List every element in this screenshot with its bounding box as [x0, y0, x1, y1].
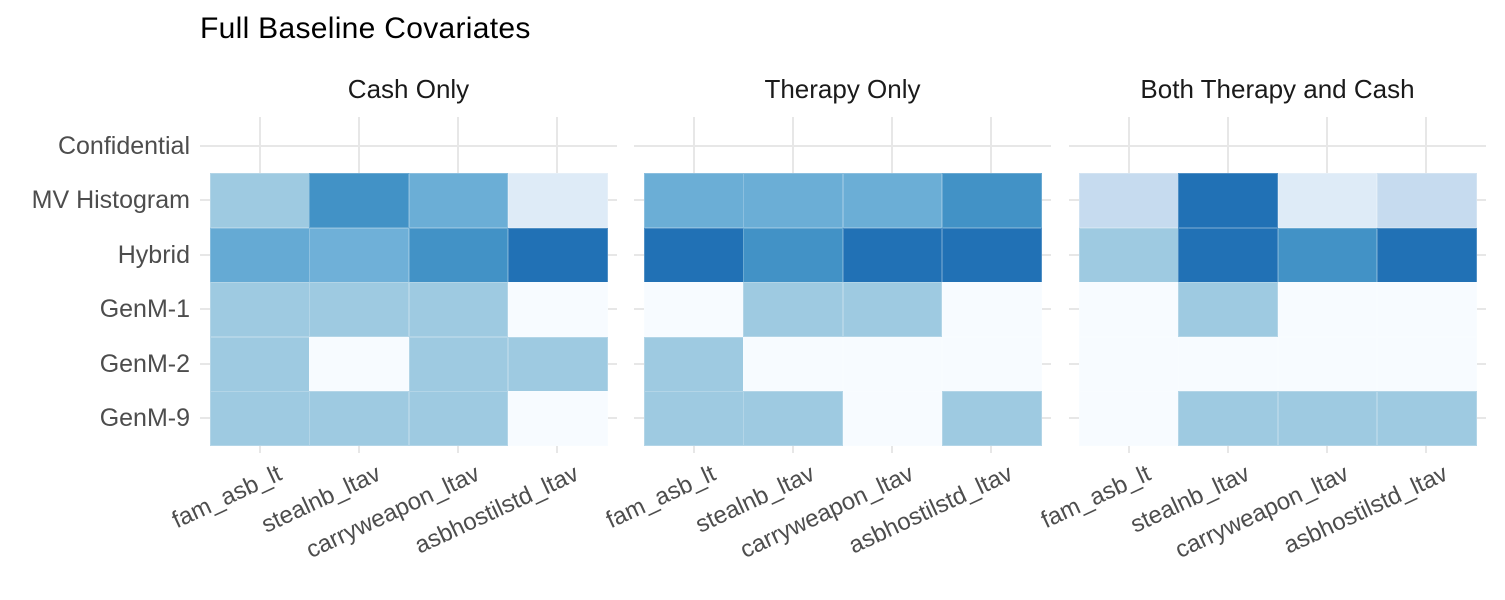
heatmap-cell [1079, 173, 1179, 228]
chart-title: Full Baseline Covariates [200, 12, 531, 45]
y-axis-label-hybrid: Hybrid [117, 240, 190, 269]
heatmap-cell [210, 173, 310, 228]
heatmap-cell [507, 227, 608, 283]
facet-panel-therapy-only [634, 117, 1051, 453]
facet-panel-both-therapy-and-cash [1069, 117, 1486, 453]
heatmap-cell [210, 227, 310, 283]
heatmap-cell [210, 391, 310, 446]
y-axis-label-genm-9: GenM-9 [99, 404, 190, 433]
heatmap-cell [842, 173, 943, 228]
heatmap-cell [1277, 282, 1378, 337]
heatmap-cell [1376, 282, 1477, 337]
heatmap-cell [941, 391, 1042, 446]
heatmap-cell [1376, 227, 1477, 283]
heatmap-cell [1277, 391, 1378, 446]
heatmap-cell [842, 336, 943, 392]
y-axis-label-mv-histogram: MV Histogram [31, 186, 190, 215]
heatmap-cell [1376, 391, 1477, 446]
heatmap-cell [408, 391, 509, 446]
heatmap-cell [644, 336, 744, 392]
heatmap-cell [507, 282, 608, 337]
heatmap-cell [743, 282, 843, 337]
gridline-horizontal [634, 144, 1051, 147]
heatmap-cell [1079, 391, 1179, 446]
heatmap-cell [1079, 336, 1179, 392]
heatmap-cell [1277, 173, 1378, 228]
heatmap-cell [1178, 227, 1278, 283]
heatmap-cell [1178, 391, 1278, 446]
heatmap-cell [309, 336, 409, 392]
heatmap-cell [743, 173, 843, 228]
heatmap-cell [941, 173, 1042, 228]
heatmap-cell [507, 391, 608, 446]
heatmap-cell [1376, 336, 1477, 392]
heatmap-cell [644, 282, 744, 337]
heatmap-cell [1178, 282, 1278, 337]
heatmap-cell [1178, 336, 1278, 392]
gridline-horizontal [1069, 144, 1486, 147]
heatmap-cell [941, 336, 1042, 392]
facet-title-cash-only: Cash Only [347, 74, 470, 104]
heatmap-cell [309, 282, 409, 337]
y-axis-label-genm-1: GenM-1 [99, 295, 190, 324]
heatmap-cell [941, 282, 1042, 337]
heatmap-cell [309, 173, 409, 228]
heatmap-cell [507, 173, 608, 228]
heatmap-cell [644, 173, 744, 228]
heatmap-cell [1079, 227, 1179, 283]
heatmap-cell [1079, 282, 1179, 337]
gridline-horizontal [200, 144, 617, 147]
facet-title-therapy-only: Therapy Only [764, 74, 921, 104]
heatmap-cell [1178, 173, 1278, 228]
facet-panel-cash-only [200, 117, 617, 453]
heatmap-cell [644, 391, 744, 446]
y-axis-label-genm-2: GenM-2 [99, 349, 190, 378]
heatmap-cell [842, 227, 943, 283]
heatmap-cell [408, 227, 509, 283]
heatmap-cell [1277, 336, 1378, 392]
heatmap-cell [309, 391, 409, 446]
heatmap-cell [743, 391, 843, 446]
heatmap-cell [309, 227, 409, 283]
heatmap-cell [210, 282, 310, 337]
heatmap-cell [210, 336, 310, 392]
heatmap-cell [507, 336, 608, 392]
heatmap-cell [408, 282, 509, 337]
heatmap-cell [644, 227, 744, 283]
facet-title-both-therapy-and-cash: Both Therapy and Cash [1140, 74, 1415, 104]
y-axis-label-confidential: Confidential [57, 131, 190, 160]
heatmap-cell [842, 282, 943, 337]
heatmap-cell [1277, 227, 1378, 283]
heatmap-cell [743, 227, 843, 283]
heatmap-cell [842, 391, 943, 446]
heatmap-cell [408, 336, 509, 392]
heatmap-cell [941, 227, 1042, 283]
heatmap-cell [743, 336, 843, 392]
heatmap-cell [1376, 173, 1477, 228]
heatmap-cell [408, 173, 509, 228]
